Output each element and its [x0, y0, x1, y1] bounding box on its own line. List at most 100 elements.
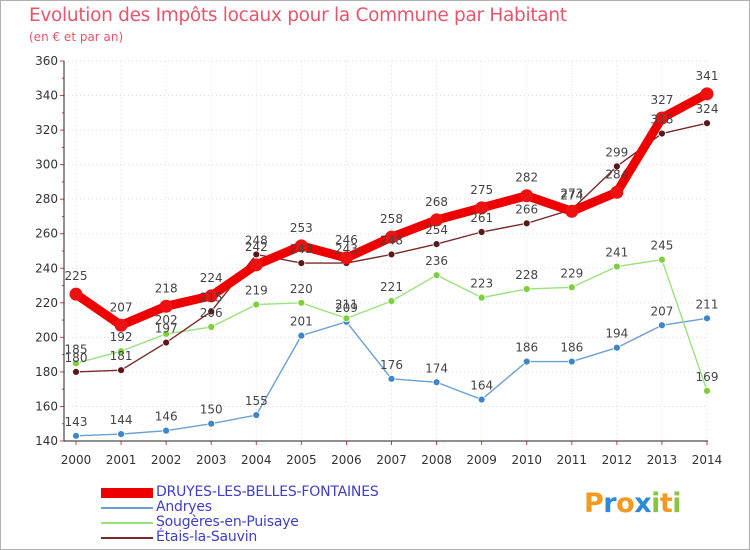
data-label-andryes: 143	[65, 415, 88, 429]
y-tick-label: 220	[35, 296, 58, 310]
data-label-andryes: 176	[380, 358, 403, 372]
data-point-sougeres	[477, 293, 486, 302]
data-label-etais: 254	[425, 223, 448, 237]
data-point-etais	[703, 119, 711, 128]
logo-letter: x	[634, 488, 652, 519]
legend-swatch-druyes	[101, 488, 153, 498]
data-point-andryes	[612, 343, 621, 352]
data-label-andryes: 174	[425, 361, 448, 375]
data-label-sougeres: 219	[245, 284, 268, 298]
x-tick-label: 2012	[602, 453, 633, 467]
data-point-etais	[297, 259, 306, 267]
data-point-sougeres	[162, 330, 171, 338]
data-point-andryes	[703, 314, 711, 323]
data-point-etais	[432, 240, 441, 248]
data-point-etais	[252, 250, 261, 259]
data-point-druyes	[249, 258, 263, 272]
x-tick-label: 2003	[196, 453, 227, 467]
data-label-andryes: 144	[110, 413, 133, 427]
data-point-andryes	[477, 395, 486, 404]
data-point-druyes	[339, 251, 353, 265]
data-label-andryes: 211	[696, 297, 719, 311]
data-point-druyes	[655, 111, 669, 125]
legend-swatch-etais	[101, 537, 153, 539]
data-label-andryes: 194	[605, 327, 628, 341]
data-point-druyes	[294, 239, 308, 253]
data-point-andryes	[432, 378, 441, 387]
data-point-andryes	[297, 331, 306, 340]
x-tick-label: 2013	[647, 453, 678, 467]
data-label-druyes: 224	[200, 271, 223, 285]
legend-swatch-andryes	[101, 507, 153, 509]
data-point-andryes	[387, 374, 396, 383]
series-lines	[69, 87, 714, 440]
axes: 140 160 180 200 220 240 260 280 300 320 340 360 2000…	[35, 54, 722, 467]
data-label-etais: 197	[155, 322, 178, 336]
data-label-druyes: 284	[605, 167, 628, 181]
data-label-sougeres: 236	[425, 254, 448, 268]
logo-letter: o	[616, 488, 635, 519]
x-tick-label: 2007	[376, 453, 407, 467]
data-point-sougeres	[342, 314, 351, 323]
x-tick-label: 2010	[511, 453, 542, 467]
data-label-etais: 181	[110, 349, 133, 363]
data-label-sougeres: 202	[155, 313, 178, 327]
data-labels: 225 207 218 224 242 253 246 258 268 275 282 273 284 3…	[65, 69, 719, 429]
data-point-andryes	[207, 419, 216, 428]
data-label-andryes: 186	[560, 341, 583, 355]
data-point-andryes	[567, 357, 576, 366]
logo-letter: i	[651, 488, 660, 519]
data-point-etais	[658, 129, 666, 138]
data-point-andryes	[162, 426, 171, 435]
data-label-druyes: 225	[65, 269, 88, 283]
data-label-etais: 261	[470, 211, 493, 225]
data-label-etais: 243	[290, 242, 313, 256]
data-point-andryes	[658, 321, 666, 330]
data-label-druyes: 253	[290, 221, 313, 235]
data-point-druyes	[114, 318, 128, 332]
y-tick-label: 260	[35, 227, 58, 241]
data-label-sougeres: 220	[290, 282, 313, 296]
legend-label-druyes: DRUYES-LES-BELLES-FONTAINES	[156, 484, 379, 500]
data-point-druyes	[385, 230, 398, 244]
data-label-druyes: 341	[696, 69, 719, 83]
data-point-etais	[612, 162, 621, 171]
x-tick-label: 2005	[286, 453, 317, 467]
data-label-etais: 180	[65, 351, 88, 365]
y-tick-label: 200	[35, 330, 58, 344]
legend-label-andryes: Andryes	[156, 499, 212, 515]
data-label-andryes: 209	[335, 301, 358, 315]
data-label-sougeres: 228	[515, 268, 538, 282]
data-point-druyes	[69, 287, 83, 301]
data-point-andryes	[117, 430, 125, 438]
data-label-sougeres: 211	[335, 297, 358, 311]
data-point-druyes	[565, 204, 579, 218]
x-tick-label: 2001	[106, 453, 137, 467]
data-point-sougeres	[612, 262, 621, 271]
data-point-sougeres	[297, 298, 306, 307]
data-point-sougeres	[387, 297, 396, 305]
data-point-andryes	[522, 357, 531, 366]
x-tick-label: 2011	[557, 453, 588, 467]
data-label-druyes: 246	[335, 233, 358, 247]
data-point-etais	[207, 307, 216, 316]
data-label-druyes: 275	[470, 183, 493, 197]
data-point-andryes	[252, 411, 261, 419]
y-tick-label: 320	[35, 123, 58, 137]
data-label-etais: 266	[515, 202, 538, 216]
y-tick-label: 300	[35, 158, 58, 172]
chart-title: Evolution des Impôts locaux pour la Comm…	[29, 5, 567, 26]
data-point-sougeres	[522, 285, 531, 293]
data-point-etais	[72, 368, 80, 376]
data-label-etais: 243	[335, 242, 358, 256]
data-point-druyes	[430, 213, 444, 227]
data-label-etais: 318	[650, 113, 673, 127]
data-label-etais: 274	[560, 189, 583, 203]
x-tick-label: 2008	[421, 453, 452, 467]
data-point-druyes	[520, 189, 534, 203]
x-tick-label: 2002	[151, 453, 182, 467]
data-label-druyes: 282	[515, 171, 538, 185]
data-label-andryes: 201	[290, 315, 313, 329]
data-label-andryes: 207	[650, 304, 673, 318]
